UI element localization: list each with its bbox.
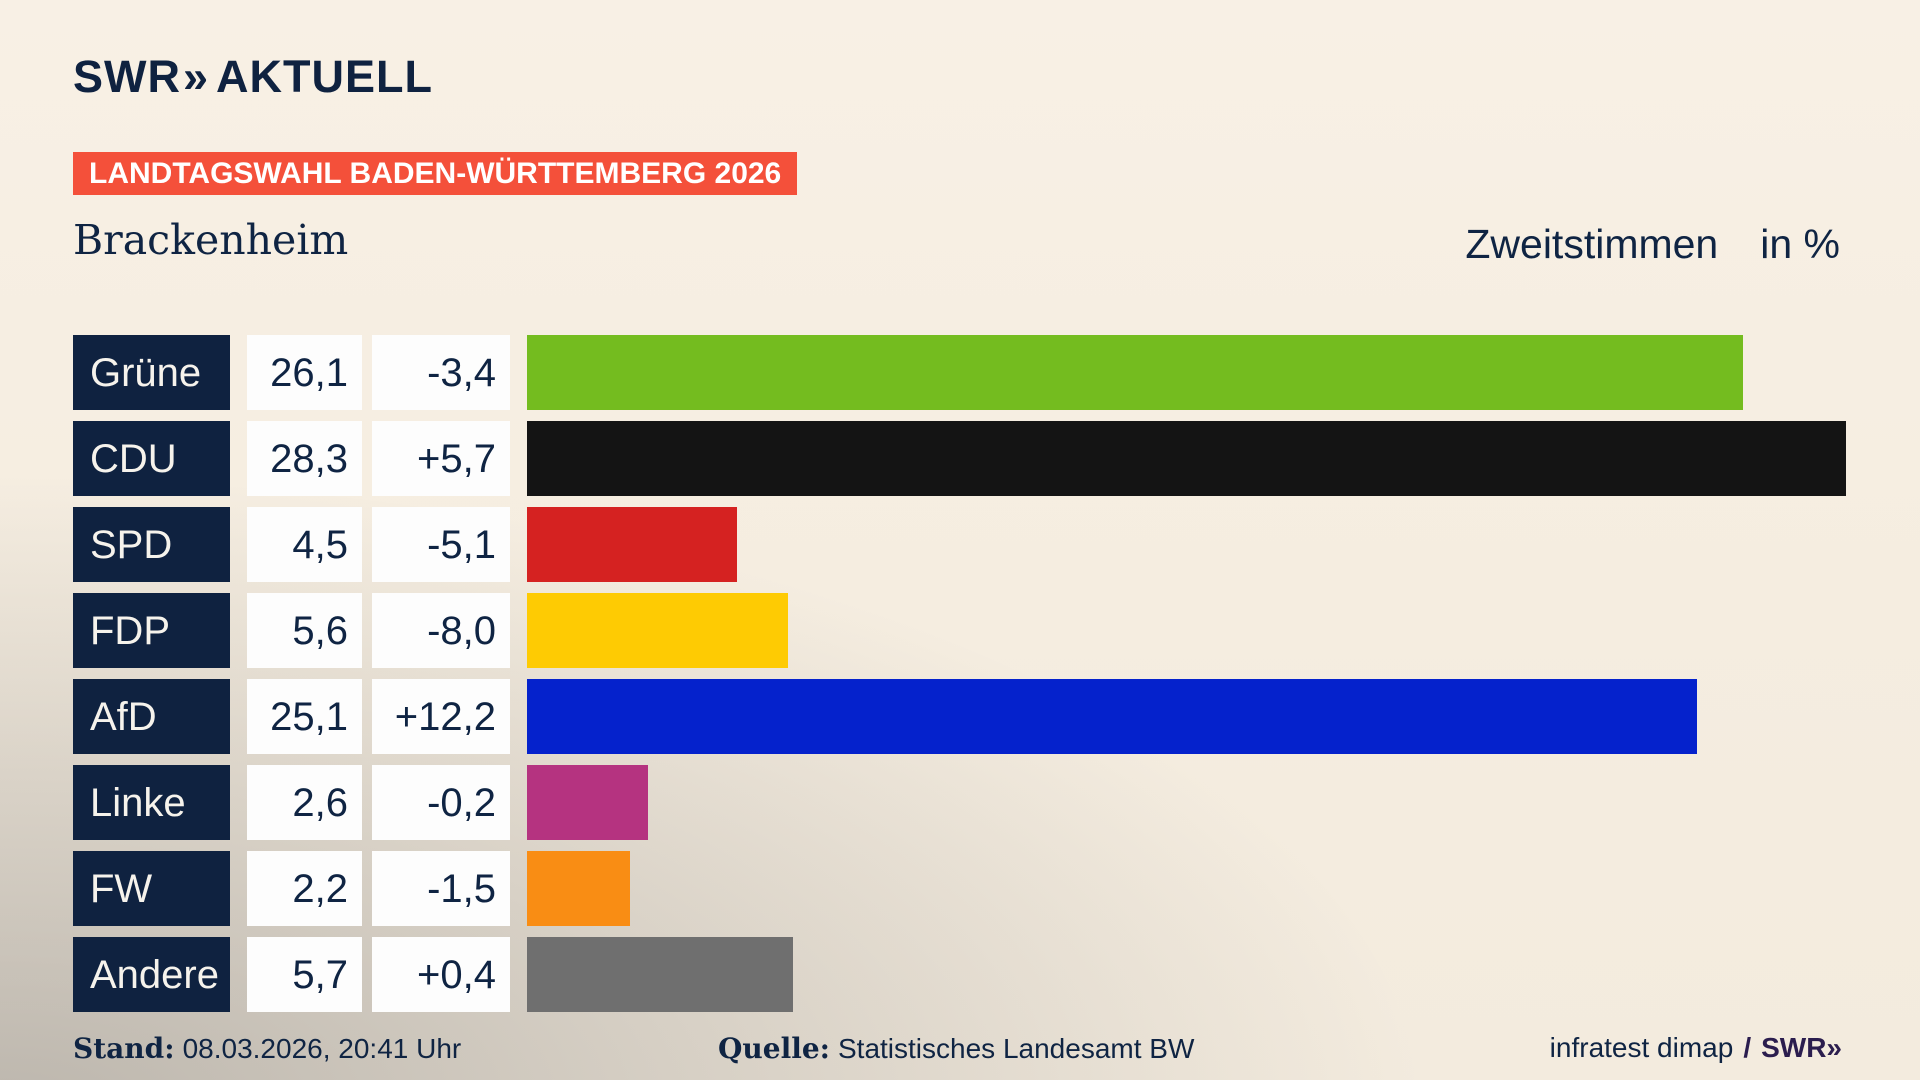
swr-aktuell-logo: SWR» AKTUELL [73,54,433,99]
unit-label: in % [1760,221,1840,267]
party-value: 25,1 [247,679,362,754]
party-value: 26,1 [247,335,362,410]
party-value: 5,7 [247,937,362,1012]
chart-row: SPD 4,5 -5,1 [73,507,1873,582]
chart-row: FDP 5,6 -8,0 [73,593,1873,668]
party-change: +12,2 [372,679,510,754]
logo-product-text: AKTUELL [216,51,434,102]
party-value: 28,3 [247,421,362,496]
party-change: -5,1 [372,507,510,582]
party-change: -3,4 [372,335,510,410]
party-label: AfD [73,679,230,754]
banner-text: LANDTAGSWAHL BADEN-WÜRTTEMBERG 2026 [89,156,782,190]
attribution: infratest dimap / SWR» [1550,1032,1842,1064]
measure-title: Zweitstimmen in % [1465,221,1840,267]
party-result-bar [527,765,649,840]
party-label: Linke [73,765,230,840]
party-result-bar [527,507,737,582]
chart-row: Grüne 26,1 -3,4 [73,335,1873,410]
election-banner: LANDTAGSWAHL BADEN-WÜRTTEMBERG 2026 [73,152,798,195]
timestamp-value: 08.03.2026, 20:41 Uhr [182,1033,462,1064]
party-change: -1,5 [372,851,510,926]
party-change: -0,2 [372,765,510,840]
party-value: 5,6 [247,593,362,668]
party-label: FDP [73,593,230,668]
party-change: +5,7 [372,421,510,496]
party-label: CDU [73,421,230,496]
double-chevron-icon: » [183,51,209,102]
measure-label: Zweitstimmen [1465,221,1719,267]
region-title: Brackenheim [73,216,349,264]
chart-row: CDU 28,3 +5,7 [73,421,1873,496]
chart-row: Linke 2,6 -0,2 [73,765,1873,840]
party-value: 2,2 [247,851,362,926]
party-label: Andere [73,937,230,1012]
party-label: FW [73,851,230,926]
timestamp: Stand: 08.03.2026, 20:41 Uhr [73,1032,461,1065]
attribution-text: infratest dimap [1549,1032,1734,1063]
logo-brand-text: SWR [73,51,181,102]
party-change: +0,4 [372,937,510,1012]
party-result-bar [527,679,1697,754]
party-label: SPD [73,507,230,582]
party-change: -8,0 [372,593,510,668]
bar-chart: Grüne 26,1 -3,4 CDU 28,3 +5,7 SPD 4,5 -5… [73,335,1873,1023]
attribution-swr-logo: SWR» [1761,1032,1842,1063]
party-result-bar [527,851,630,926]
party-result-bar [527,937,793,1012]
chart-row: AfD 25,1 +12,2 [73,679,1873,754]
attribution-separator: / [1743,1032,1752,1063]
source-label: Quelle: [718,1032,830,1065]
party-value: 2,6 [247,765,362,840]
party-value: 4,5 [247,507,362,582]
chart-row: Andere 5,7 +0,4 [73,937,1873,1012]
chart-row: FW 2,2 -1,5 [73,851,1873,926]
party-result-bar [527,421,1846,496]
source: Quelle: Statistisches Landesamt BW [718,1032,1194,1065]
timestamp-label: Stand: [73,1032,175,1065]
source-value: Statistisches Landesamt BW [838,1033,1195,1064]
party-result-bar [527,593,788,668]
party-result-bar [527,335,1744,410]
party-label: Grüne [73,335,230,410]
